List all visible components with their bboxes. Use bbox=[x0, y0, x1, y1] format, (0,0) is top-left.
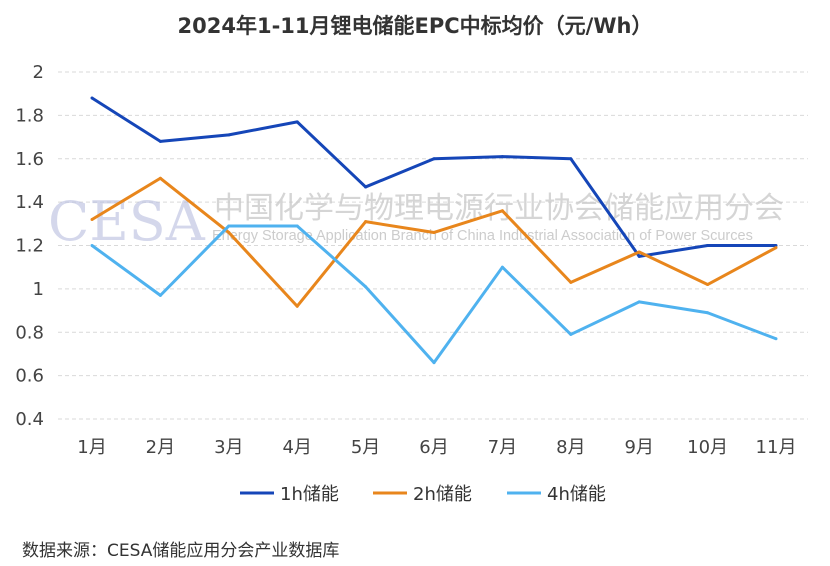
data-point bbox=[227, 224, 231, 228]
data-point bbox=[295, 120, 299, 124]
legend: 1h储能 2h储能 4h储能 bbox=[240, 484, 606, 505]
series-lines bbox=[90, 96, 778, 365]
x-tick-label: 1月 bbox=[77, 437, 106, 458]
legend-label: 1h储能 bbox=[280, 484, 339, 505]
data-point bbox=[295, 224, 299, 228]
y-tick-label: 1.6 bbox=[15, 149, 44, 170]
data-point bbox=[158, 139, 162, 143]
data-point bbox=[706, 283, 710, 287]
x-tick-label: 6月 bbox=[419, 437, 448, 458]
y-tick-label: 2 bbox=[33, 62, 44, 83]
data-point bbox=[569, 280, 573, 284]
x-tick-label: 11月 bbox=[756, 437, 797, 458]
data-point bbox=[227, 133, 231, 137]
data-point bbox=[637, 254, 641, 258]
x-tick-label: 2月 bbox=[146, 437, 175, 458]
data-point bbox=[432, 157, 436, 161]
gridlines bbox=[58, 71, 808, 420]
y-axis: 0.4 0.6 0.8 1 1.2 1.4 1.6 1.8 2 bbox=[15, 62, 44, 430]
x-axis: 1月 2月 3月 4月 5月 6月 7月 8月 9月 10月 11月 bbox=[77, 437, 796, 458]
data-point bbox=[364, 285, 368, 289]
y-tick-label: 1.2 bbox=[15, 236, 44, 257]
data-point bbox=[227, 230, 231, 234]
x-tick-label: 5月 bbox=[351, 437, 380, 458]
y-tick-label: 1 bbox=[33, 279, 44, 300]
y-tick-label: 0.4 bbox=[15, 409, 44, 430]
data-point bbox=[500, 155, 504, 159]
x-tick-label: 9月 bbox=[624, 437, 653, 458]
data-point bbox=[500, 209, 504, 213]
x-tick-label: 4月 bbox=[282, 437, 311, 458]
data-point bbox=[364, 185, 368, 189]
x-tick-label: 3月 bbox=[214, 437, 243, 458]
chart-title: 2024年1-11月锂电储能EPC中标均价（元/Wh） bbox=[177, 14, 653, 38]
y-tick-label: 0.8 bbox=[15, 322, 44, 343]
watermark: CESA 中国化学与物理电源行业协会储能应用分会 Energy Storage … bbox=[48, 190, 784, 253]
data-point bbox=[774, 246, 778, 250]
data-point bbox=[295, 304, 299, 308]
watermark-cn: 中国化学与物理电源行业协会储能应用分会 bbox=[214, 191, 784, 226]
data-point bbox=[569, 157, 573, 161]
watermark-logo: CESA bbox=[48, 190, 206, 253]
data-point bbox=[158, 176, 162, 180]
y-tick-label: 0.6 bbox=[15, 366, 44, 387]
x-tick-label: 7月 bbox=[488, 437, 517, 458]
data-point bbox=[569, 332, 573, 336]
data-point bbox=[637, 300, 641, 304]
data-point bbox=[500, 265, 504, 269]
x-tick-label: 10月 bbox=[687, 437, 728, 458]
watermark-en: Energy Storage Application Branch of Chi… bbox=[212, 228, 753, 244]
legend-label: 4h储能 bbox=[547, 484, 606, 505]
y-tick-label: 1.8 bbox=[15, 105, 44, 126]
data-source-note: 数据来源：CESA储能应用分会产业数据库 bbox=[22, 541, 340, 561]
data-point bbox=[432, 361, 436, 365]
x-tick-label: 8月 bbox=[556, 437, 585, 458]
data-point bbox=[432, 230, 436, 234]
y-tick-label: 1.4 bbox=[15, 192, 44, 213]
data-point bbox=[90, 217, 94, 221]
data-point bbox=[158, 293, 162, 297]
data-point bbox=[90, 96, 94, 100]
data-point bbox=[706, 311, 710, 315]
legend-label: 2h储能 bbox=[413, 484, 472, 505]
data-point bbox=[774, 244, 778, 247]
data-point bbox=[706, 244, 710, 247]
data-point bbox=[364, 220, 368, 224]
data-point bbox=[637, 250, 641, 254]
data-point bbox=[90, 244, 94, 247]
data-point bbox=[774, 337, 778, 341]
